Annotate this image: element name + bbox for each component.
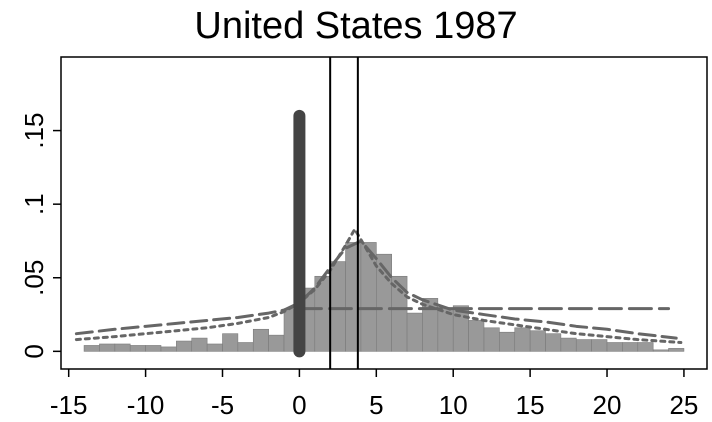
histogram-bar [130,345,145,351]
y-axis: 0 .05 .1 .15 [19,113,61,359]
histogram-bar [499,332,514,351]
histogram-bar [561,338,576,351]
x-tick-label: 5 [369,390,383,420]
histogram-bar [484,328,499,352]
histogram-bar [161,347,176,351]
x-tick-label: 25 [669,390,698,420]
histogram-bar [115,344,130,351]
x-tick-label: 20 [593,390,622,420]
y-tick-label: .15 [19,113,49,149]
histogram-bar [192,338,207,351]
histogram-bar [238,343,253,352]
histogram-bar [669,348,684,351]
histogram-bar [515,328,530,352]
histogram-bar [176,341,191,351]
histogram-bar [207,344,222,351]
histogram-bar [330,262,345,352]
histogram-bar [269,335,284,351]
histogram-bar [546,334,561,352]
histogram-bar [576,340,591,352]
x-tick-label: 15 [516,390,545,420]
y-tick-label: .1 [19,193,49,215]
y-tick-label: .05 [19,260,49,296]
histogram-bar [530,331,545,352]
histogram-bar [146,345,161,351]
histogram-bar [592,340,607,352]
histogram-bar [469,320,484,351]
x-tick-label: -10 [127,390,165,420]
histogram-bar [407,313,422,351]
x-axis: -15 -10 -5 0 5 10 15 20 25 [50,369,698,420]
histogram-bar [84,345,99,351]
y-tick-label: 0 [19,344,49,358]
histogram-bar [361,242,376,351]
x-tick-label: -15 [50,390,88,420]
histogram-bar [253,329,268,351]
histogram-bar [99,344,114,351]
histogram-bar [622,343,637,352]
histogram-bar [653,350,668,351]
x-tick-label: -5 [211,390,234,420]
x-tick-label: 10 [439,390,468,420]
histogram-bar [607,343,622,352]
histogram-bar [223,334,238,352]
x-tick-label: 0 [292,390,306,420]
histogram-bar [638,343,653,352]
